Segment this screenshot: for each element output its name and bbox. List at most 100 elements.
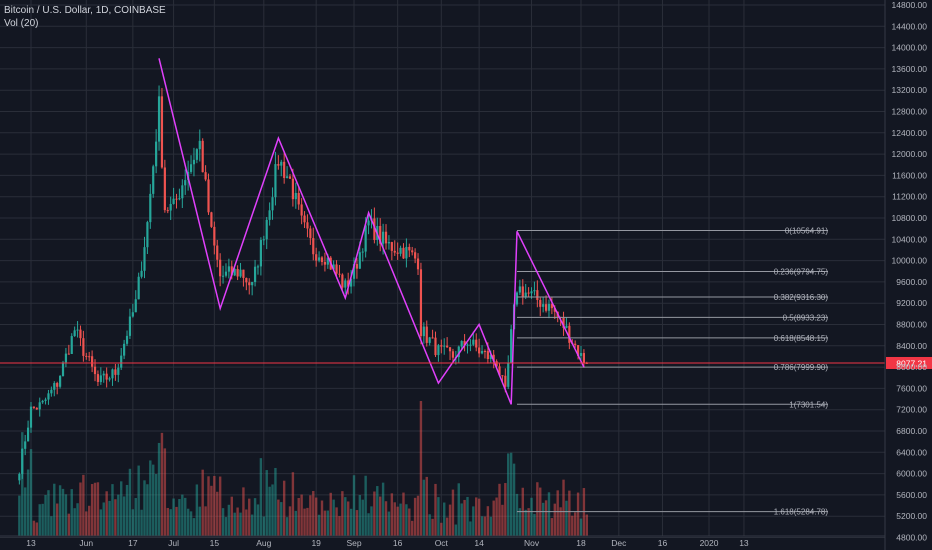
volume-bar (346, 501, 350, 536)
candle-body (405, 246, 408, 259)
candle-body (457, 346, 460, 358)
candle-body (364, 225, 367, 252)
zigzag-line[interactable] (158, 58, 585, 405)
volume-bar (440, 522, 443, 536)
volume-bar (230, 496, 233, 536)
volume-bar (387, 511, 391, 536)
volume-bar (291, 472, 295, 536)
candle-body (178, 198, 181, 200)
price-tick-label: 10000.00 (892, 256, 928, 266)
volume-bar (489, 516, 492, 536)
candle-body (268, 210, 271, 220)
candle-body (149, 193, 152, 223)
price-tick-label: 5200.00 (896, 511, 927, 521)
time-tick-label: 17 (128, 538, 138, 548)
candle-body (542, 304, 545, 307)
candle-body (157, 96, 161, 142)
volume-bar (274, 467, 277, 536)
candle-body (262, 239, 265, 241)
volume-bar (189, 511, 193, 536)
candle-body (59, 376, 62, 387)
volume-bar (213, 475, 216, 536)
volume-bar (303, 508, 306, 536)
volume-indicator-label[interactable]: Vol (20) (4, 18, 39, 29)
volume-bar (434, 483, 437, 536)
volume-bar (268, 486, 271, 536)
volume-bar (137, 465, 140, 536)
candle-body (120, 355, 123, 368)
candle-body (82, 338, 85, 356)
candle-body (486, 351, 489, 360)
volume-bar (576, 492, 580, 536)
volume-bar (117, 494, 120, 536)
candle-body (166, 210, 169, 212)
volume-bar (262, 516, 265, 536)
zigzag-drawing[interactable] (158, 58, 585, 405)
candle-body (265, 219, 268, 240)
time-tick-label: Sep (346, 538, 361, 548)
candle-body (498, 366, 501, 376)
candle-body (271, 197, 274, 211)
volume-bar (306, 507, 309, 536)
volume-bar (23, 487, 27, 536)
price-tick-label: 6800.00 (896, 426, 927, 436)
candle-body (198, 140, 201, 150)
volume-bar (76, 503, 79, 536)
time-tick-label: Jun (79, 538, 93, 548)
candle-body (245, 277, 248, 283)
candle-body (384, 231, 388, 244)
fibonacci-retracement[interactable]: 0(10564.91) 0.236(9794.75) 0.382(9316.30) 0… (516, 227, 828, 517)
candle-body (579, 353, 583, 356)
volume-bar (466, 496, 469, 536)
candle-body (422, 326, 425, 337)
candle-body (160, 96, 164, 168)
candle-body (175, 198, 178, 200)
candle-body (338, 273, 341, 275)
volume-bar (341, 491, 344, 536)
volume-bar (105, 491, 108, 536)
volume-bar (416, 495, 420, 536)
volume-bar (565, 500, 568, 536)
volume-bar (370, 506, 373, 536)
time-tick-label: 16 (658, 538, 668, 548)
candle-body (443, 345, 446, 347)
volume-bar (111, 484, 114, 536)
fib-level-label: 1(7301.54) (789, 400, 828, 409)
candle-body (361, 251, 364, 253)
candle-body (96, 374, 100, 382)
volume-bar (573, 512, 577, 536)
candle-body (539, 299, 542, 307)
volume-bar (256, 504, 260, 536)
volume-bar (248, 498, 251, 536)
candle-body (256, 266, 260, 268)
price-tick-label: 6400.00 (896, 447, 927, 457)
volume-bar (67, 513, 71, 536)
volume-bar (509, 452, 513, 536)
volume-bar (146, 484, 149, 536)
volume-bar (425, 476, 428, 536)
time-tick-label: Jul (168, 538, 179, 548)
candle-body (428, 337, 431, 343)
candle-body (300, 204, 303, 216)
volume-bar (326, 510, 330, 536)
volume-bar (451, 489, 455, 536)
candle-body (574, 343, 577, 346)
time-tick-label: 13 (26, 538, 36, 548)
candle-body (140, 270, 143, 277)
volume-bar (338, 516, 341, 536)
candle-body (47, 393, 50, 400)
price-axis[interactable]: 14800.00 14400.00 14000.00 13600.00 13200.00… (884, 0, 928, 550)
volume-bar (335, 507, 338, 536)
candle-body (352, 264, 356, 279)
volume-bar (553, 503, 556, 536)
time-axis[interactable]: 13 Jun 17 Jul 15 Aug 19 Sep 16 Oct 14 Nov 18 Dec 16 202… (0, 535, 885, 548)
volume-bar (224, 517, 228, 536)
volume-bar (408, 508, 411, 536)
volume-bar (154, 474, 158, 536)
candle-body (76, 329, 79, 331)
volume-bar (285, 517, 289, 536)
candle-body (41, 400, 44, 403)
volume-bar (192, 518, 196, 536)
